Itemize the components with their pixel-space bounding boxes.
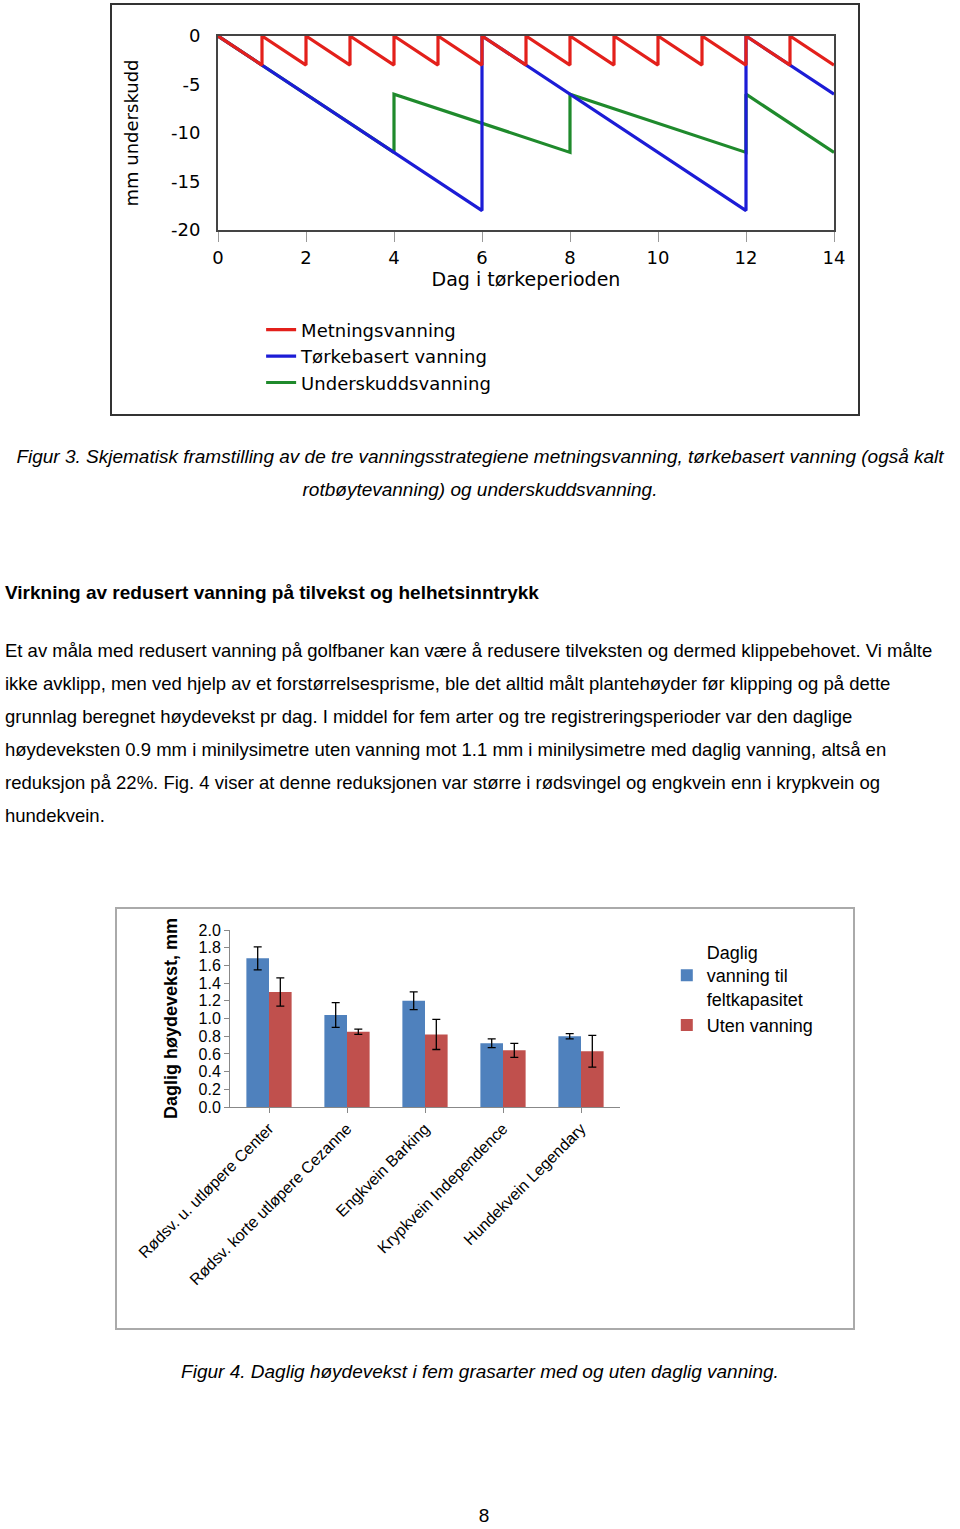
- svg-text:0.6: 0.6: [199, 1046, 221, 1063]
- svg-text:Metningsvanning: Metningsvanning: [301, 320, 456, 341]
- svg-text:0.2: 0.2: [199, 1081, 221, 1098]
- svg-text:4: 4: [388, 247, 399, 268]
- svg-text:Uten vanning: Uten vanning: [707, 1016, 813, 1036]
- svg-text:Rødsv. korte utløpere Cezanne: Rødsv. korte utløpere Cezanne: [186, 1120, 354, 1288]
- svg-text:14: 14: [823, 247, 846, 268]
- svg-text:2.0: 2.0: [199, 922, 221, 939]
- svg-text:Krypkvein Independence: Krypkvein Independence: [374, 1120, 511, 1257]
- svg-text:1.4: 1.4: [199, 975, 221, 992]
- svg-text:8: 8: [564, 247, 575, 268]
- svg-text:1.2: 1.2: [199, 992, 221, 1009]
- svg-text:1.6: 1.6: [199, 957, 221, 974]
- svg-text:0: 0: [212, 247, 223, 268]
- html-text:Figur 4. Daglig høydevekst i f: Figur 4. Daglig høydevekst i fem grasart…: [181, 1361, 779, 1382]
- svg-text:1.0: 1.0: [199, 1010, 221, 1027]
- svg-text:-5: -5: [182, 74, 200, 95]
- svg-text:2: 2: [300, 247, 311, 268]
- svg-text:Tørkebasert vanning: Tørkebasert vanning: [300, 346, 487, 367]
- svg-text:12: 12: [735, 247, 758, 268]
- html-text:Virkning av redusert vanning p: Virkning av redusert vanning på tilvekst…: [5, 582, 539, 603]
- svg-text:Underskuddsvanning: Underskuddsvanning: [301, 373, 491, 394]
- svg-text:-15: -15: [171, 171, 200, 192]
- svg-text:Daglig høydevekst, mm: Daglig høydevekst, mm: [161, 918, 181, 1119]
- svg-text:0.8: 0.8: [199, 1028, 221, 1045]
- svg-text:Dag i tørkeperioden: Dag i tørkeperioden: [432, 268, 621, 290]
- svg-text:-20: -20: [171, 219, 200, 240]
- svg-text:Rødsv. u. utløpere Center: Rødsv. u. utløpere Center: [135, 1119, 277, 1261]
- html-text:8: 8: [478, 1505, 490, 1526]
- svg-text:10: 10: [647, 247, 670, 268]
- svg-text:Engkvein Barking: Engkvein Barking: [333, 1120, 433, 1220]
- svg-text:0.0: 0.0: [199, 1099, 221, 1116]
- svg-text:1.8: 1.8: [199, 939, 221, 956]
- svg-text:6: 6: [476, 247, 487, 268]
- svg-text:0.4: 0.4: [199, 1063, 221, 1080]
- svg-text:0: 0: [189, 25, 200, 46]
- svg-text:Dagligvanning tilfeltkapasitet: Dagligvanning tilfeltkapasitet: [707, 943, 803, 1010]
- html-text:Figur 3. Skjematisk framstilli: Figur 3. Skjematisk framstilling av de t…: [16, 446, 944, 500]
- svg-text:-10: -10: [171, 122, 200, 143]
- svg-text:mm underskudd: mm underskudd: [121, 59, 142, 206]
- html-text:Et av måla med redusert vannin: Et av måla med redusert vanning på golfb…: [5, 640, 933, 826]
- svg-text:Hundekvein Legendary: Hundekvein Legendary: [460, 1120, 588, 1248]
